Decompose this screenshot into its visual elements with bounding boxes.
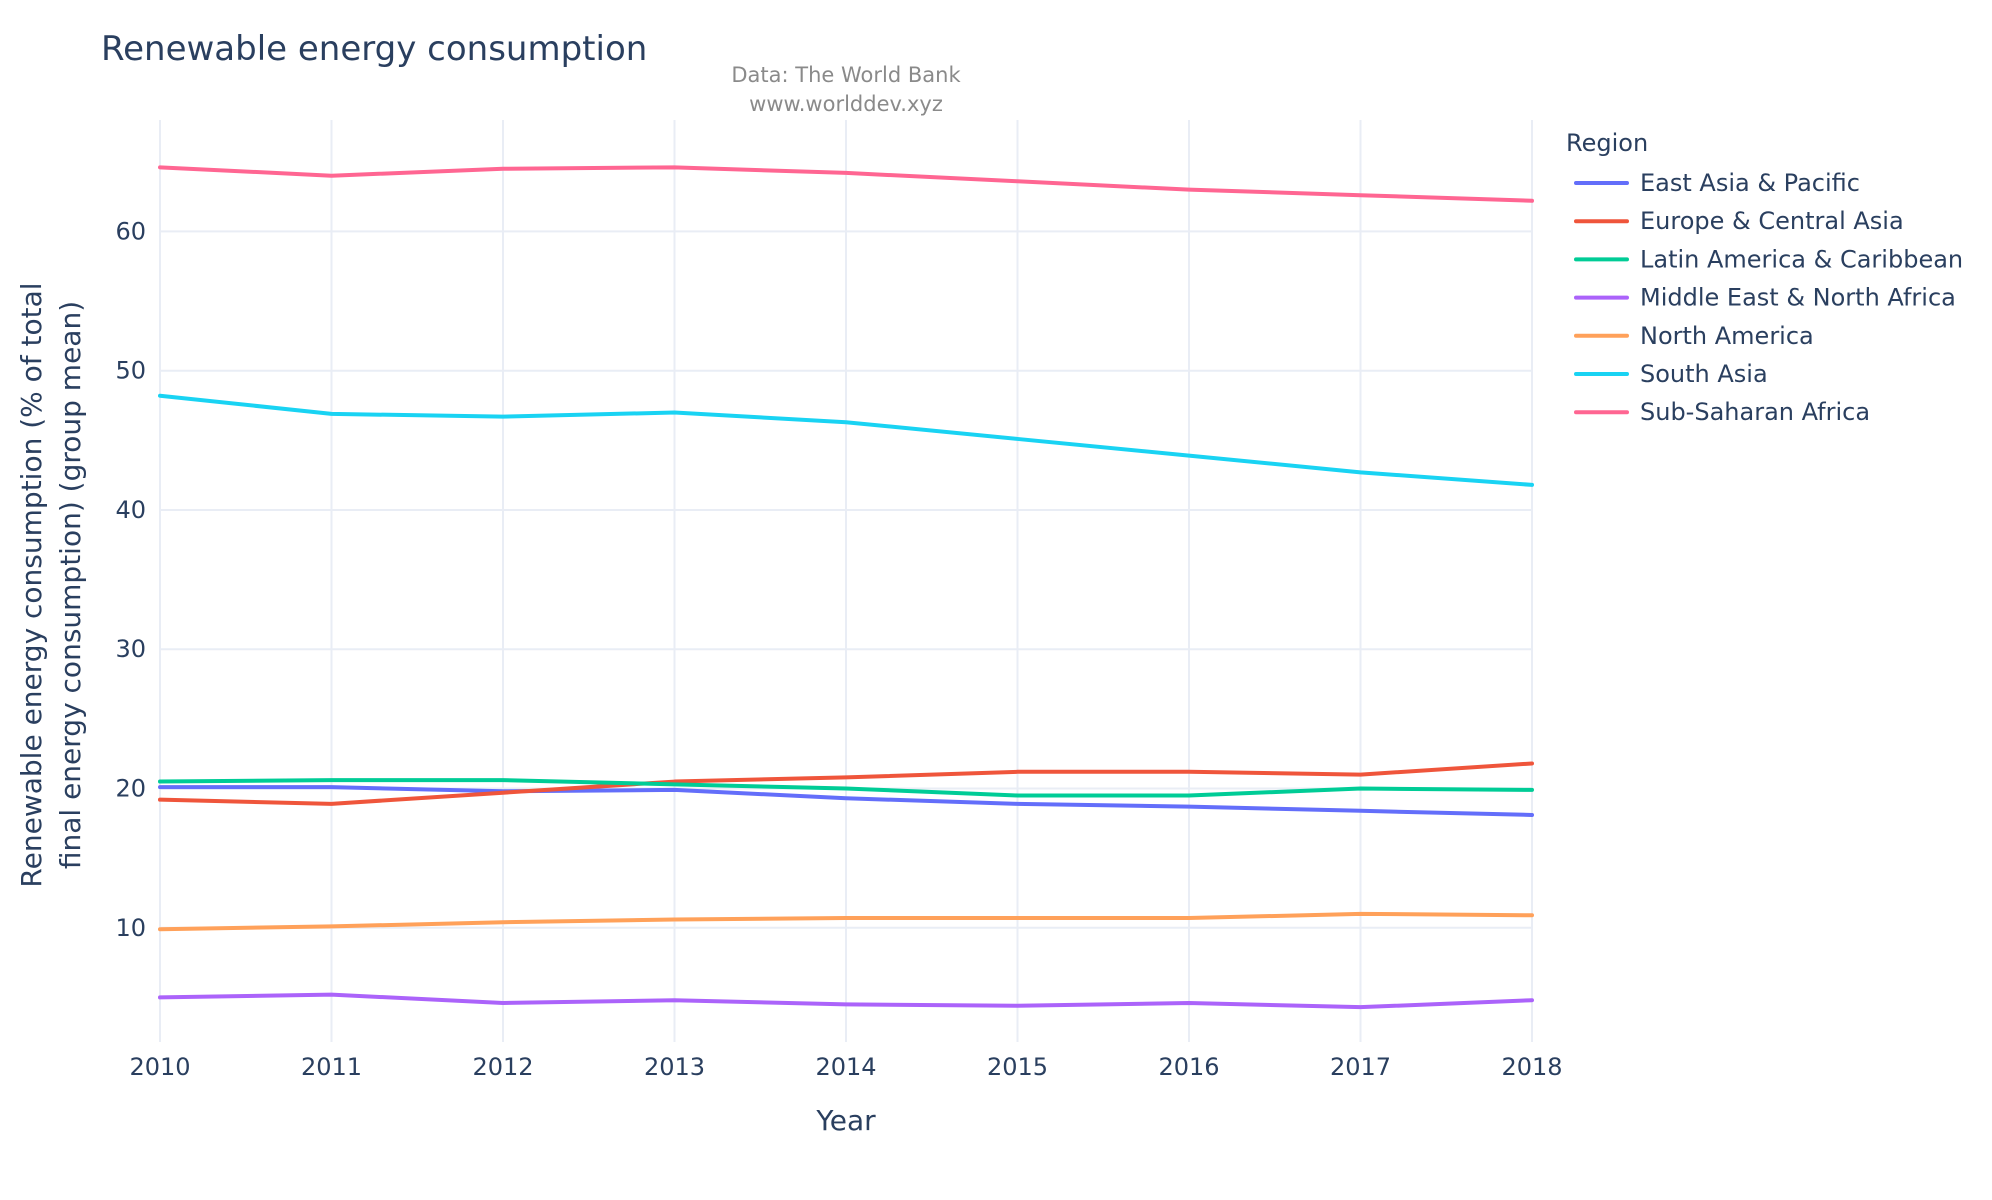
- axis-layer: 2010 2011 2012 2013 2014 2015 2016 2017 2018 10 20…: [115, 217, 1562, 1081]
- legend-label: Latin America & Caribbean: [1640, 245, 1963, 273]
- series-layer: [158, 165, 1534, 1010]
- legend: Region East Asia & Pacific Europe & Centr…: [1566, 129, 1963, 426]
- series-line-sub-saharan-africa: [158, 165, 1534, 203]
- x-tick-label: 2012: [472, 1053, 533, 1081]
- x-axis-title: Year: [815, 1104, 876, 1137]
- legend-label: Middle East & North Africa: [1640, 284, 1956, 312]
- series-line-east-asia-pacific: [158, 785, 1534, 817]
- series-line-middle-east-north-africa: [158, 992, 1534, 1010]
- y-tick-label: 10: [115, 914, 146, 942]
- legend-items: East Asia & Pacific Europe & Central Asia…: [1574, 169, 1963, 426]
- series-line-north-america: [158, 911, 1534, 932]
- y-axis-title: Renewable energy consumption (% of total…: [15, 282, 87, 887]
- chart-subtitle-line-2: www.worlddev.xyz: [749, 92, 943, 116]
- series-line-europe-central-asia: [158, 761, 1534, 806]
- legend-label: Europe & Central Asia: [1640, 207, 1904, 235]
- x-tick-label: 2017: [1330, 1053, 1391, 1081]
- legend-label: South Asia: [1640, 360, 1768, 388]
- x-tick-label: 2010: [129, 1053, 190, 1081]
- legend-label: Sub-Saharan Africa: [1640, 398, 1870, 426]
- y-tick-label: 40: [115, 496, 146, 524]
- grid-layer: [159, 120, 1533, 1042]
- x-tick-label: 2018: [1501, 1053, 1562, 1081]
- y-tick-label: 20: [115, 775, 146, 803]
- legend-title: Region: [1566, 129, 1648, 157]
- y-axis-title-line-1: Renewable energy consumption (% of total: [15, 282, 48, 887]
- legend-label: East Asia & Pacific: [1640, 169, 1860, 197]
- x-tick-label: 2013: [644, 1053, 705, 1081]
- x-tick-label: 2011: [301, 1053, 362, 1081]
- series-line-latin-america-caribbean: [158, 778, 1534, 798]
- y-tick-label: 50: [115, 357, 146, 385]
- series-line-south-asia: [158, 393, 1534, 487]
- x-tick-label: 2016: [1158, 1053, 1219, 1081]
- x-tick-label: 2015: [987, 1053, 1048, 1081]
- chart-title: Renewable energy consumption: [101, 29, 647, 69]
- y-axis-title-line-2: final energy consumption) (group mean): [54, 301, 87, 869]
- chart-subtitle-line-1: Data: The World Bank: [731, 63, 961, 87]
- y-tick-label: 60: [115, 217, 146, 245]
- y-tick-label: 30: [115, 635, 146, 663]
- x-tick-label: 2014: [815, 1053, 876, 1081]
- legend-label: North America: [1640, 322, 1814, 350]
